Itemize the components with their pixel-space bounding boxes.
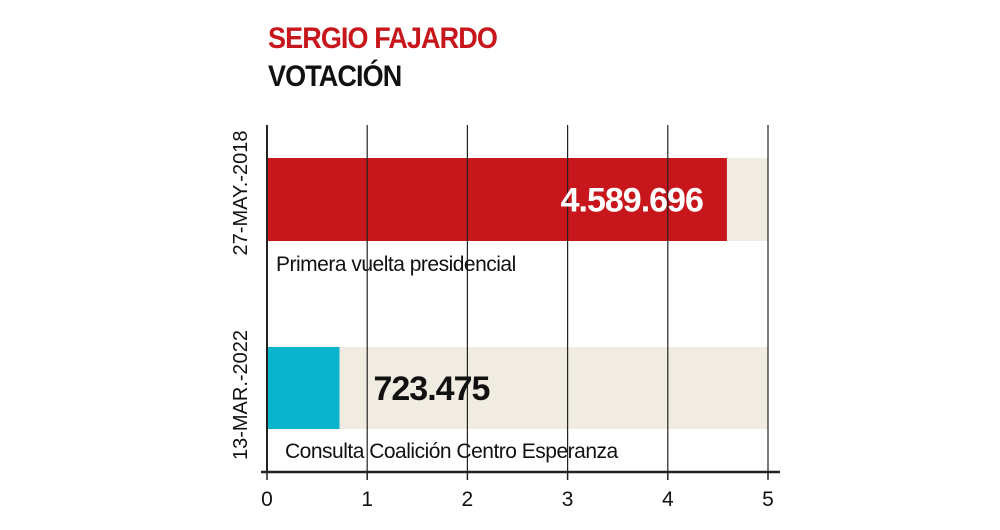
x-tick-label-2: 2 bbox=[462, 488, 474, 511]
x-tick-label-5: 5 bbox=[762, 488, 774, 511]
x-tick-label-0: 0 bbox=[261, 488, 273, 511]
x-tick-label-1: 1 bbox=[361, 488, 373, 511]
bar-track-1 bbox=[267, 347, 768, 429]
chart-subtitle: VOTACIÓN bbox=[268, 60, 402, 93]
bar-description-0: Primera vuelta presidencial bbox=[276, 253, 516, 276]
bar-value-label-1: 723.475 bbox=[373, 370, 489, 408]
x-tick-label-4: 4 bbox=[662, 488, 674, 511]
bar-0 bbox=[267, 158, 727, 241]
chart-title: SERGIO FAJARDO bbox=[268, 22, 498, 55]
bar-1 bbox=[267, 347, 340, 429]
bar-description-1: Consulta Coalición Centro Esperanza bbox=[285, 440, 619, 463]
x-tick-label-3: 3 bbox=[562, 488, 574, 511]
chart-title-block: SERGIO FAJARDO VOTACIÓN bbox=[268, 20, 522, 96]
category-label-0: 27-MAY.-2018 bbox=[230, 131, 252, 256]
category-label-1: 13-MAR.-2022 bbox=[230, 330, 252, 460]
bar-value-label-0: 4.589.696 bbox=[561, 182, 703, 220]
